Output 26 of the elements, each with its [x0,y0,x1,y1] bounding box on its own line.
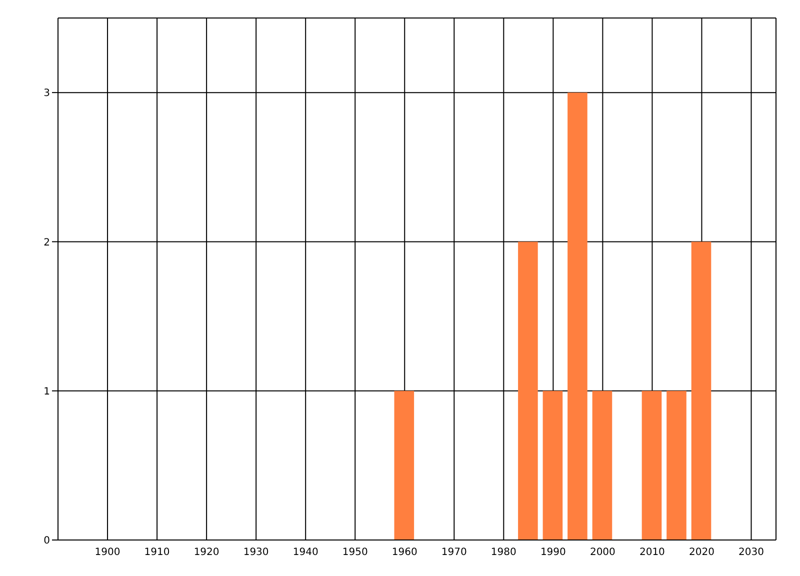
x-tick-label: 1960 [392,547,418,558]
y-tick-label: 2 [44,237,50,248]
x-tick-label: 2020 [689,547,714,558]
bar [568,92,588,540]
y-tick-label: 0 [44,536,50,547]
bar [642,390,662,540]
y-tick-label: 3 [44,88,50,100]
x-tick-label: 1990 [540,547,566,558]
x-tick-label: 1950 [342,547,368,558]
bar [518,242,538,540]
bar [542,390,563,540]
x-tick-label: 2000 [590,547,616,558]
x-tick-label: 1920 [194,547,220,558]
x-tick-label: 1940 [292,547,318,558]
x-tick-label: 2030 [738,547,764,558]
x-tick-label: 1900 [94,547,120,558]
x-tick-label: 1930 [243,547,269,558]
bar [691,242,712,540]
x-tick-label: 1980 [490,547,516,558]
x-tick-label: 2010 [639,547,665,558]
x-tick-label: 1970 [441,547,467,558]
y-tick-label: 1 [44,386,50,398]
x-tick-label: 1910 [144,547,170,558]
bar [394,390,414,540]
bar [592,390,612,540]
bar [666,390,686,540]
